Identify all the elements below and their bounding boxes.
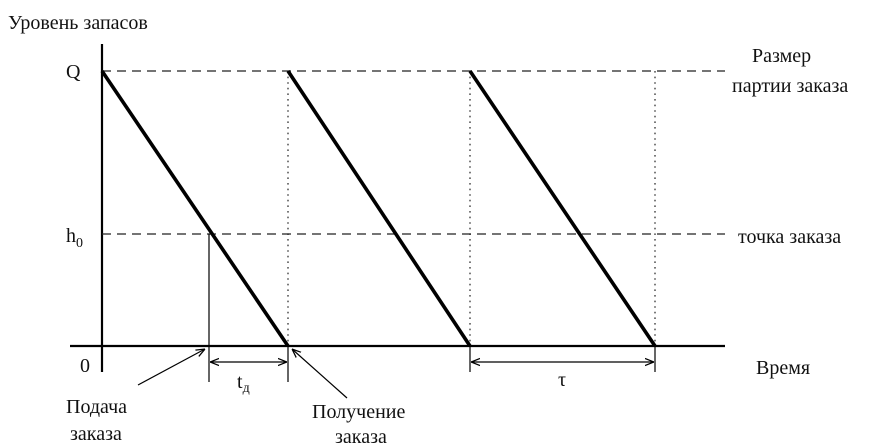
order-placed-pointer xyxy=(137,349,205,386)
order-placed-label-line1: Подача xyxy=(66,396,127,418)
cycle-time-label: τ xyxy=(558,369,566,391)
inventory-depletion-line-1 xyxy=(100,69,290,348)
order-placed-label-line2: заказа xyxy=(70,423,122,445)
order-received-label-line2: заказа xyxy=(335,426,387,447)
inventory-depletion-line-3 xyxy=(468,69,657,348)
order-size-label-line1: Размер xyxy=(752,45,811,67)
order-received-label-line1: Получение xyxy=(312,401,406,423)
order-size-label-line2: партии заказа xyxy=(732,75,848,97)
lead-time-label: tд xyxy=(237,371,250,396)
inventory-depletion-line-2 xyxy=(286,70,472,347)
h0-tick-label: h0 xyxy=(66,225,83,251)
q-tick-label: Q xyxy=(66,61,81,83)
order-received-pointer xyxy=(292,349,348,399)
origin-label: 0 xyxy=(80,355,90,377)
reorder-point-label: точка заказа xyxy=(738,226,841,248)
y-axis-title: Уровень запасов xyxy=(8,12,148,34)
x-axis-title: Время xyxy=(756,357,810,379)
